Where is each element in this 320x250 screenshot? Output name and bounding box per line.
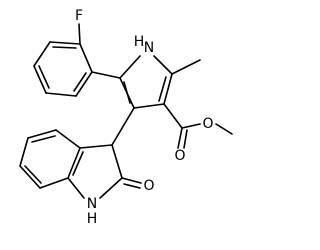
atom-labels: F N H O O O N H bbox=[75, 8, 214, 227]
atom-label: H bbox=[134, 34, 145, 50]
atom-label: N bbox=[144, 40, 154, 56]
atom-label: F bbox=[75, 8, 83, 24]
atom-label: N bbox=[87, 196, 97, 212]
atom-label: H bbox=[87, 211, 98, 227]
bonds bbox=[19, 23, 233, 199]
atom-label: O bbox=[202, 116, 213, 132]
atom-label: O bbox=[174, 148, 185, 164]
atom-label: O bbox=[143, 178, 154, 194]
molecule-diagram: F N H O O O N H bbox=[19, 8, 233, 227]
